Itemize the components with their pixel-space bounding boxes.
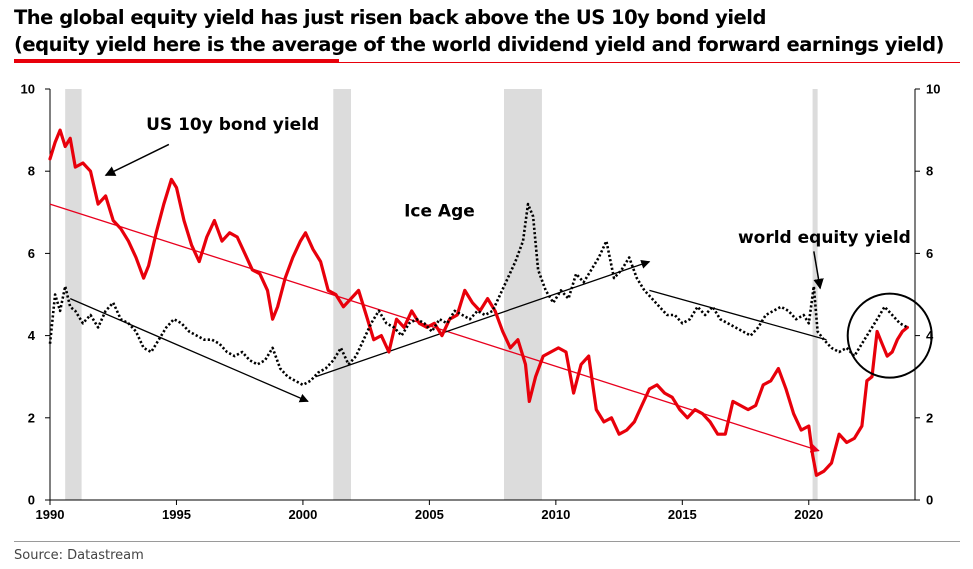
annotation-label: world equity yield [738, 228, 911, 248]
y-tick-label: 0 [28, 493, 35, 508]
source-note: Source: Datastream [14, 548, 144, 563]
series [48, 128, 910, 477]
chart-subtitle: (equity yield here is the average of the… [14, 33, 944, 56]
annotation-label: US 10y bond yield [146, 115, 319, 135]
callout-arrow [104, 143, 170, 176]
y-tick-label: 4 [28, 328, 36, 343]
y-tick-label: 8 [28, 164, 35, 179]
x-tick-label: 1995 [162, 507, 191, 522]
title-block: The global equity yield has just risen b… [14, 4, 964, 58]
x-tick-label: 2010 [541, 507, 570, 522]
axes: 0 2 4 6 8 10 0 2 4 6 8 10 1990 1995 2000 2005 2010 2015 20… [21, 82, 941, 523]
y2-tick-label: 8 [926, 164, 933, 179]
trendline-bond_trend [49, 203, 820, 453]
bond-yield-line [48, 128, 910, 477]
x-tick-label: 2020 [794, 507, 823, 522]
y2-tick-label: 6 [926, 246, 933, 261]
title-accent-bar [14, 59, 339, 63]
recession-band [503, 89, 542, 500]
y2-tick-label: 10 [926, 82, 940, 97]
x-tick-label: 2015 [668, 507, 697, 522]
y2-tick-label: 4 [926, 328, 934, 343]
x-tick-label: 2005 [415, 507, 444, 522]
annotations: US 10y bond yield Ice Age world equity yie… [104, 115, 933, 379]
y-tick-label: 6 [28, 246, 35, 261]
callout-arrow [813, 251, 824, 290]
y-tick-label: 2 [28, 410, 35, 425]
trendline-equity_down_1 [69, 298, 309, 403]
x-tick-label: 2000 [288, 507, 317, 522]
source-rule [14, 541, 960, 542]
highlight-circle [846, 292, 933, 379]
y-tick-label: 10 [21, 82, 35, 97]
recession-band [333, 89, 351, 500]
y2-tick-label: 0 [926, 493, 933, 508]
equity-yield-line [48, 202, 909, 387]
recession-bands [65, 89, 818, 500]
y2-tick-label: 2 [926, 410, 933, 425]
trendline-equity_up [315, 259, 651, 378]
x-tick-label: 1990 [36, 507, 65, 522]
recession-band [812, 89, 818, 500]
title-rule [14, 62, 960, 63]
trendline-equity_down_2 [649, 289, 827, 341]
trendlines [49, 203, 827, 453]
recession-band [65, 89, 82, 500]
chart-title: The global equity yield has just risen b… [14, 6, 766, 29]
annotation-label: Ice Age [404, 201, 475, 221]
